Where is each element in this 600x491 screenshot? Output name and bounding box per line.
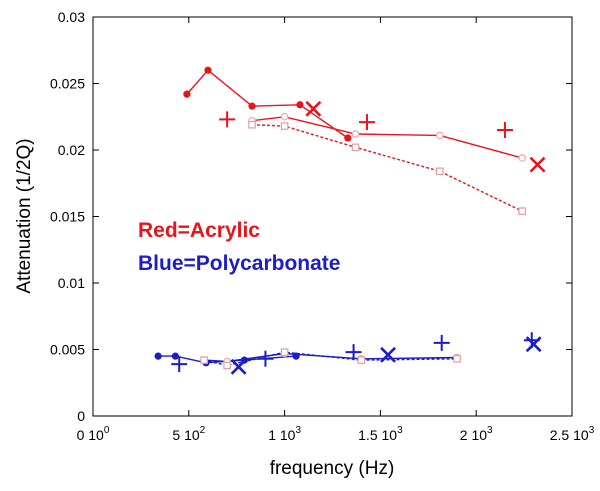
data-point [345, 344, 362, 361]
x-axis-title: frequency (Hz) [270, 458, 395, 479]
x-tick-base: 0 10 [77, 427, 104, 443]
x-tick-label: 2 103 [460, 425, 493, 443]
data-point [518, 154, 526, 162]
data-point [351, 130, 360, 138]
series-4 [305, 100, 546, 173]
data-point [296, 101, 304, 109]
series-2 [248, 120, 526, 215]
data-point [223, 361, 231, 370]
data-point [219, 111, 236, 128]
data-point [357, 356, 366, 364]
x-tick-base: 5 10 [172, 427, 199, 443]
data-point [280, 112, 289, 121]
x-tick-label: 1.5 103 [358, 425, 403, 443]
x-tick-exponent: 3 [589, 425, 595, 436]
data-point [358, 114, 375, 131]
y-tick-label: 0.01 [58, 275, 85, 291]
series-3 [219, 111, 513, 139]
data-point [230, 358, 247, 375]
x-tick-label: 1 103 [268, 425, 301, 443]
annotation-polycarbonate: Blue=Polycarbonate [138, 252, 340, 275]
x-tick-exponent: 3 [397, 425, 403, 436]
x-tick-base: 2 10 [460, 427, 487, 443]
data-point [351, 143, 360, 152]
data-point [248, 120, 256, 129]
y-tick-label: 0.015 [50, 209, 85, 225]
y-tick-label: 0.025 [50, 76, 85, 92]
data-point [435, 131, 444, 140]
series-line [251, 124, 523, 212]
series-0 [183, 66, 352, 142]
x-tick-exponent: 3 [487, 425, 493, 436]
data-point [344, 134, 352, 142]
x-tick-label: 2.5 103 [550, 425, 595, 443]
data-point [183, 90, 191, 98]
data-point [257, 350, 274, 367]
data-point [529, 156, 546, 173]
series-8 [171, 332, 540, 373]
series-9 [230, 336, 542, 375]
x-tick-base: 1.5 10 [358, 427, 397, 443]
data-point [171, 352, 179, 360]
x-tick-exponent: 2 [200, 425, 206, 436]
data-point [518, 207, 526, 215]
x-tick-exponent: 0 [104, 425, 110, 436]
data-point [204, 66, 212, 74]
data-point [433, 334, 450, 351]
data-point [280, 348, 289, 356]
data-point [154, 352, 162, 360]
series-line [251, 116, 523, 159]
x-tick-base: 1 10 [268, 427, 295, 443]
data-point [248, 102, 256, 110]
y-tick-label: 0 [77, 408, 85, 424]
data-point [496, 122, 513, 139]
y-tick-label: 0.02 [58, 142, 85, 158]
series-line [186, 69, 349, 139]
data-point [435, 167, 444, 176]
x-tick-label: 5 102 [172, 425, 205, 443]
x-tick-exponent: 3 [295, 425, 301, 436]
annotation-acrylic: Red=Acrylic [138, 219, 260, 242]
y-tick-label: 0.005 [50, 342, 85, 358]
data-point [305, 100, 322, 117]
data-point [525, 336, 542, 353]
data-point [171, 356, 188, 373]
data-point [200, 356, 208, 364]
data-point [453, 355, 461, 363]
y-tick-label: 0.03 [58, 9, 85, 25]
x-tick-label: 0 100 [77, 425, 110, 443]
series-1 [248, 112, 526, 162]
plot-area [154, 66, 546, 375]
data-point [280, 122, 289, 130]
data-point [380, 346, 396, 363]
y-axis-title: Attenuation (1/2Q) [14, 138, 35, 293]
x-tick-base: 2.5 10 [550, 427, 589, 443]
